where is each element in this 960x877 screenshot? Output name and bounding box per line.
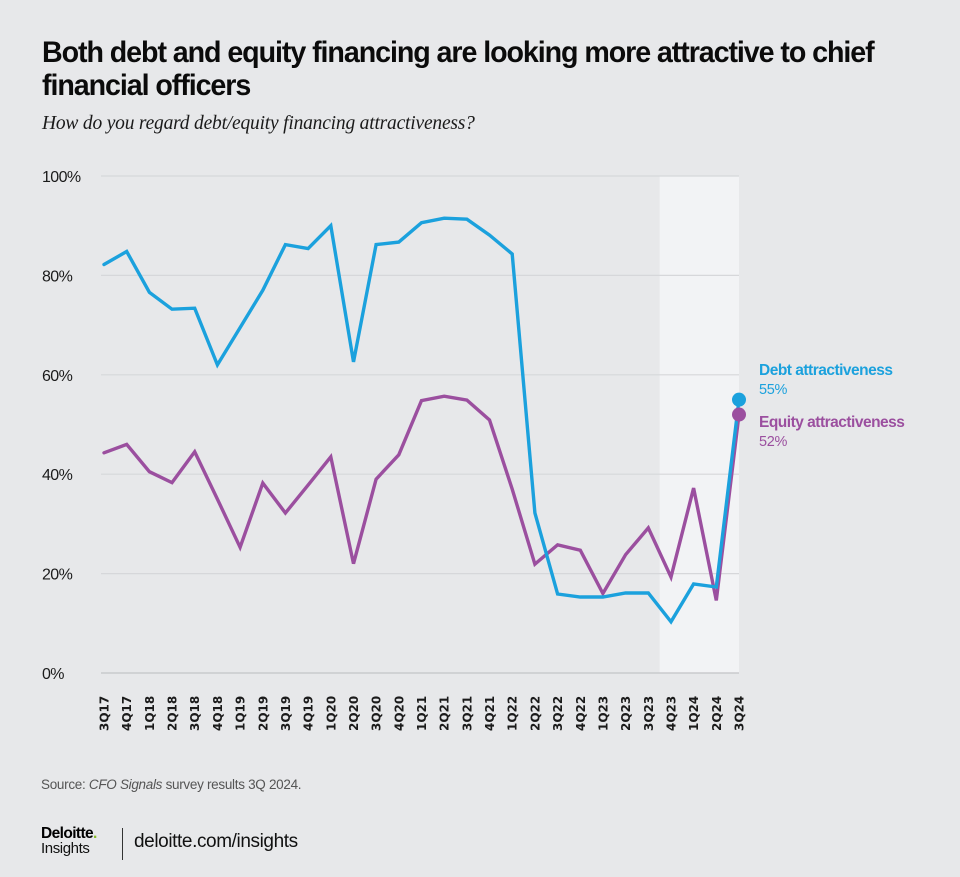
y-tick-label: 0% xyxy=(42,666,64,683)
x-tick-label: 2Q24 xyxy=(710,696,724,731)
x-axis-ticks: 3Q17 4Q17 1Q18 2Q18 3Q18 4Q18 1Q19 2Q19 3Q19 4Q19… xyxy=(98,696,747,731)
x-tick-label: 4Q21 xyxy=(483,696,497,731)
x-tick-label: 4Q20 xyxy=(392,696,406,731)
x-tick-label: 4Q19 xyxy=(302,696,316,731)
y-tick-label: 60% xyxy=(42,368,73,385)
x-tick-label: 2Q19 xyxy=(256,696,270,731)
highlight-band xyxy=(659,176,739,673)
deloitte-insights-logo: Deloitte. Insights xyxy=(41,826,97,857)
x-tick-label: 1Q20 xyxy=(324,696,338,731)
x-tick-label: 2Q20 xyxy=(347,696,361,731)
x-tick-label: 1Q23 xyxy=(596,696,610,731)
x-tick-label: 3Q20 xyxy=(370,696,384,731)
x-tick-label: 4Q22 xyxy=(574,696,588,731)
source-note: Source: CFO Signals survey results 3Q 20… xyxy=(41,777,302,792)
series-lines xyxy=(102,216,746,625)
x-tick-label: 3Q17 xyxy=(98,696,112,731)
highlight-band-layer xyxy=(659,176,739,673)
equity-legend-value: 52% xyxy=(759,434,788,450)
chart-title: Both debt and equity financing are looki… xyxy=(42,36,875,102)
x-tick-label: 4Q17 xyxy=(120,696,134,731)
source-prefix: Source: xyxy=(41,777,89,792)
x-tick-label: 3Q24 xyxy=(733,696,747,731)
debt-legend-label: Debt attractiveness xyxy=(759,362,893,379)
y-tick-label: 80% xyxy=(42,268,73,285)
logo-wordmark: Deloitte. xyxy=(41,825,97,842)
website-link[interactable]: deloitte.com/insights xyxy=(134,831,298,852)
x-tick-label: 1Q24 xyxy=(687,696,701,731)
x-tick-label: 1Q18 xyxy=(143,696,157,731)
logo-name: Deloitte xyxy=(41,825,94,842)
x-tick-label: 3Q22 xyxy=(551,696,565,731)
equity-end-marker xyxy=(732,407,746,422)
source-suffix: survey results 3Q 2024. xyxy=(162,777,302,792)
x-tick-label: 2Q18 xyxy=(166,696,180,731)
logo-dot: . xyxy=(93,825,97,842)
debt-end-marker xyxy=(732,392,746,407)
equity-legend-label: Equity attractiveness xyxy=(759,414,904,431)
x-tick-label: 2Q23 xyxy=(619,696,633,731)
y-axis-ticks: 0% 20% 40% 60% 80% 100% xyxy=(42,169,81,683)
chart-subtitle: How do you regard debt/equity financing … xyxy=(42,113,475,134)
y-tick-label: 40% xyxy=(42,467,73,484)
source-publication: CFO Signals xyxy=(88,777,163,792)
legend: Debt attractiveness 55% Equity attractiven… xyxy=(759,362,905,450)
x-tick-label: 4Q18 xyxy=(211,696,225,731)
x-tick-label: 1Q22 xyxy=(506,696,520,731)
footer-divider xyxy=(122,828,123,860)
x-tick-label: 1Q21 xyxy=(415,696,429,731)
x-tick-label: 2Q22 xyxy=(528,696,542,731)
x-tick-label: 3Q21 xyxy=(460,696,474,731)
x-tick-label: 3Q18 xyxy=(188,696,202,731)
x-tick-label: 2Q21 xyxy=(438,696,452,731)
y-tick-label: 20% xyxy=(42,567,73,584)
x-tick-label: 4Q23 xyxy=(664,696,678,731)
x-tick-label: 3Q23 xyxy=(642,696,656,731)
y-tick-label: 100% xyxy=(42,169,81,186)
equity-series-line xyxy=(102,394,741,601)
x-tick-label: 1Q19 xyxy=(234,696,248,731)
logo-subtitle: Insights xyxy=(41,840,90,857)
debt-series-line xyxy=(102,216,741,625)
gridlines xyxy=(101,175,739,674)
x-tick-label: 3Q19 xyxy=(279,696,293,731)
debt-legend-value: 55% xyxy=(759,382,788,398)
